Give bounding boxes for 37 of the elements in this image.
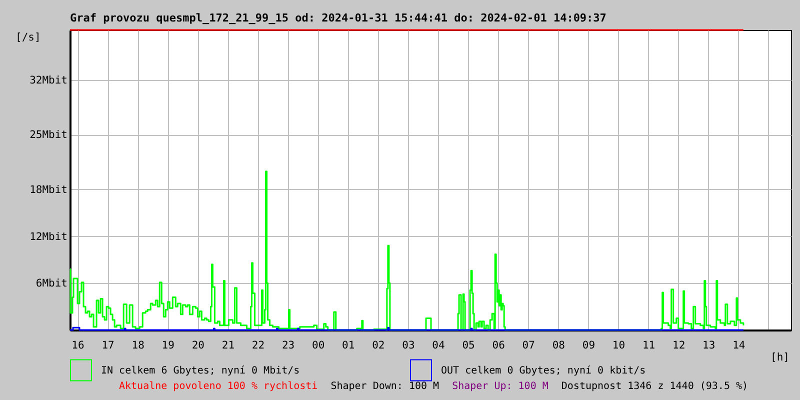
x-tick-label: 13 (702, 340, 716, 352)
x-tick-label: 21 (222, 340, 235, 352)
y-tick-label: 18Mbit (30, 184, 68, 196)
y-tick-label: 25Mbit (30, 129, 68, 142)
x-tick-label: 04 (432, 340, 445, 352)
x-tick-label: 06 (492, 340, 505, 352)
y-tick-label: 12Mbit (30, 230, 68, 243)
x-tick-label: 14 (732, 340, 746, 352)
x-tick-label: 23 (282, 340, 295, 352)
text: Shaper Up: 100 M (452, 380, 548, 394)
legend-label: IN celkem 6 Gbytes; nyní 0 Mbit/s (101, 365, 300, 376)
x-tick-label: 20 (192, 340, 205, 352)
x-axis-title: [h] (770, 352, 790, 364)
chart-title: Graf provozu quesmpl_172_21_99_15 od: 2024-01-31 15:44:41 do: 2024-02-01 14:09:37 (70, 11, 606, 24)
x-tick-label: 17 (102, 340, 114, 352)
text: Aktualne povoleno 100 % rychlosti (119, 380, 318, 394)
text: Dostupnost 1346 z 1440 (93.5 %) (561, 380, 748, 394)
x-tick-label: 07 (522, 340, 535, 352)
x-tick-label: 16 (72, 340, 84, 352)
x-tick-label: 02 (372, 340, 385, 352)
x-tick-label: 01 (342, 340, 355, 352)
x-tick-label: 12 (672, 340, 686, 352)
text: Shaper Down: 100 M (330, 380, 440, 394)
legend-label: OUT celkem 0 Gbytes; nyní 0 kbit/s (441, 365, 646, 376)
x-tick-label: 09 (582, 340, 596, 352)
x-tick-label: 18 (132, 340, 144, 352)
y-tick-label: 32Mbit (30, 74, 68, 86)
x-tick-label: 22 (252, 340, 265, 352)
x-tick-label: 19 (162, 340, 174, 352)
y-axis-title: [/s] (16, 32, 41, 44)
x-tick-label: 10 (612, 340, 626, 352)
x-tick-label: 08 (552, 340, 566, 352)
x-tick-label: 05 (462, 340, 475, 352)
x-tick-label: 11 (642, 340, 656, 352)
y-tick-label: 6Mbit (36, 278, 68, 290)
x-tick-label: 03 (402, 340, 415, 352)
x-tick-label: 00 (312, 340, 325, 352)
